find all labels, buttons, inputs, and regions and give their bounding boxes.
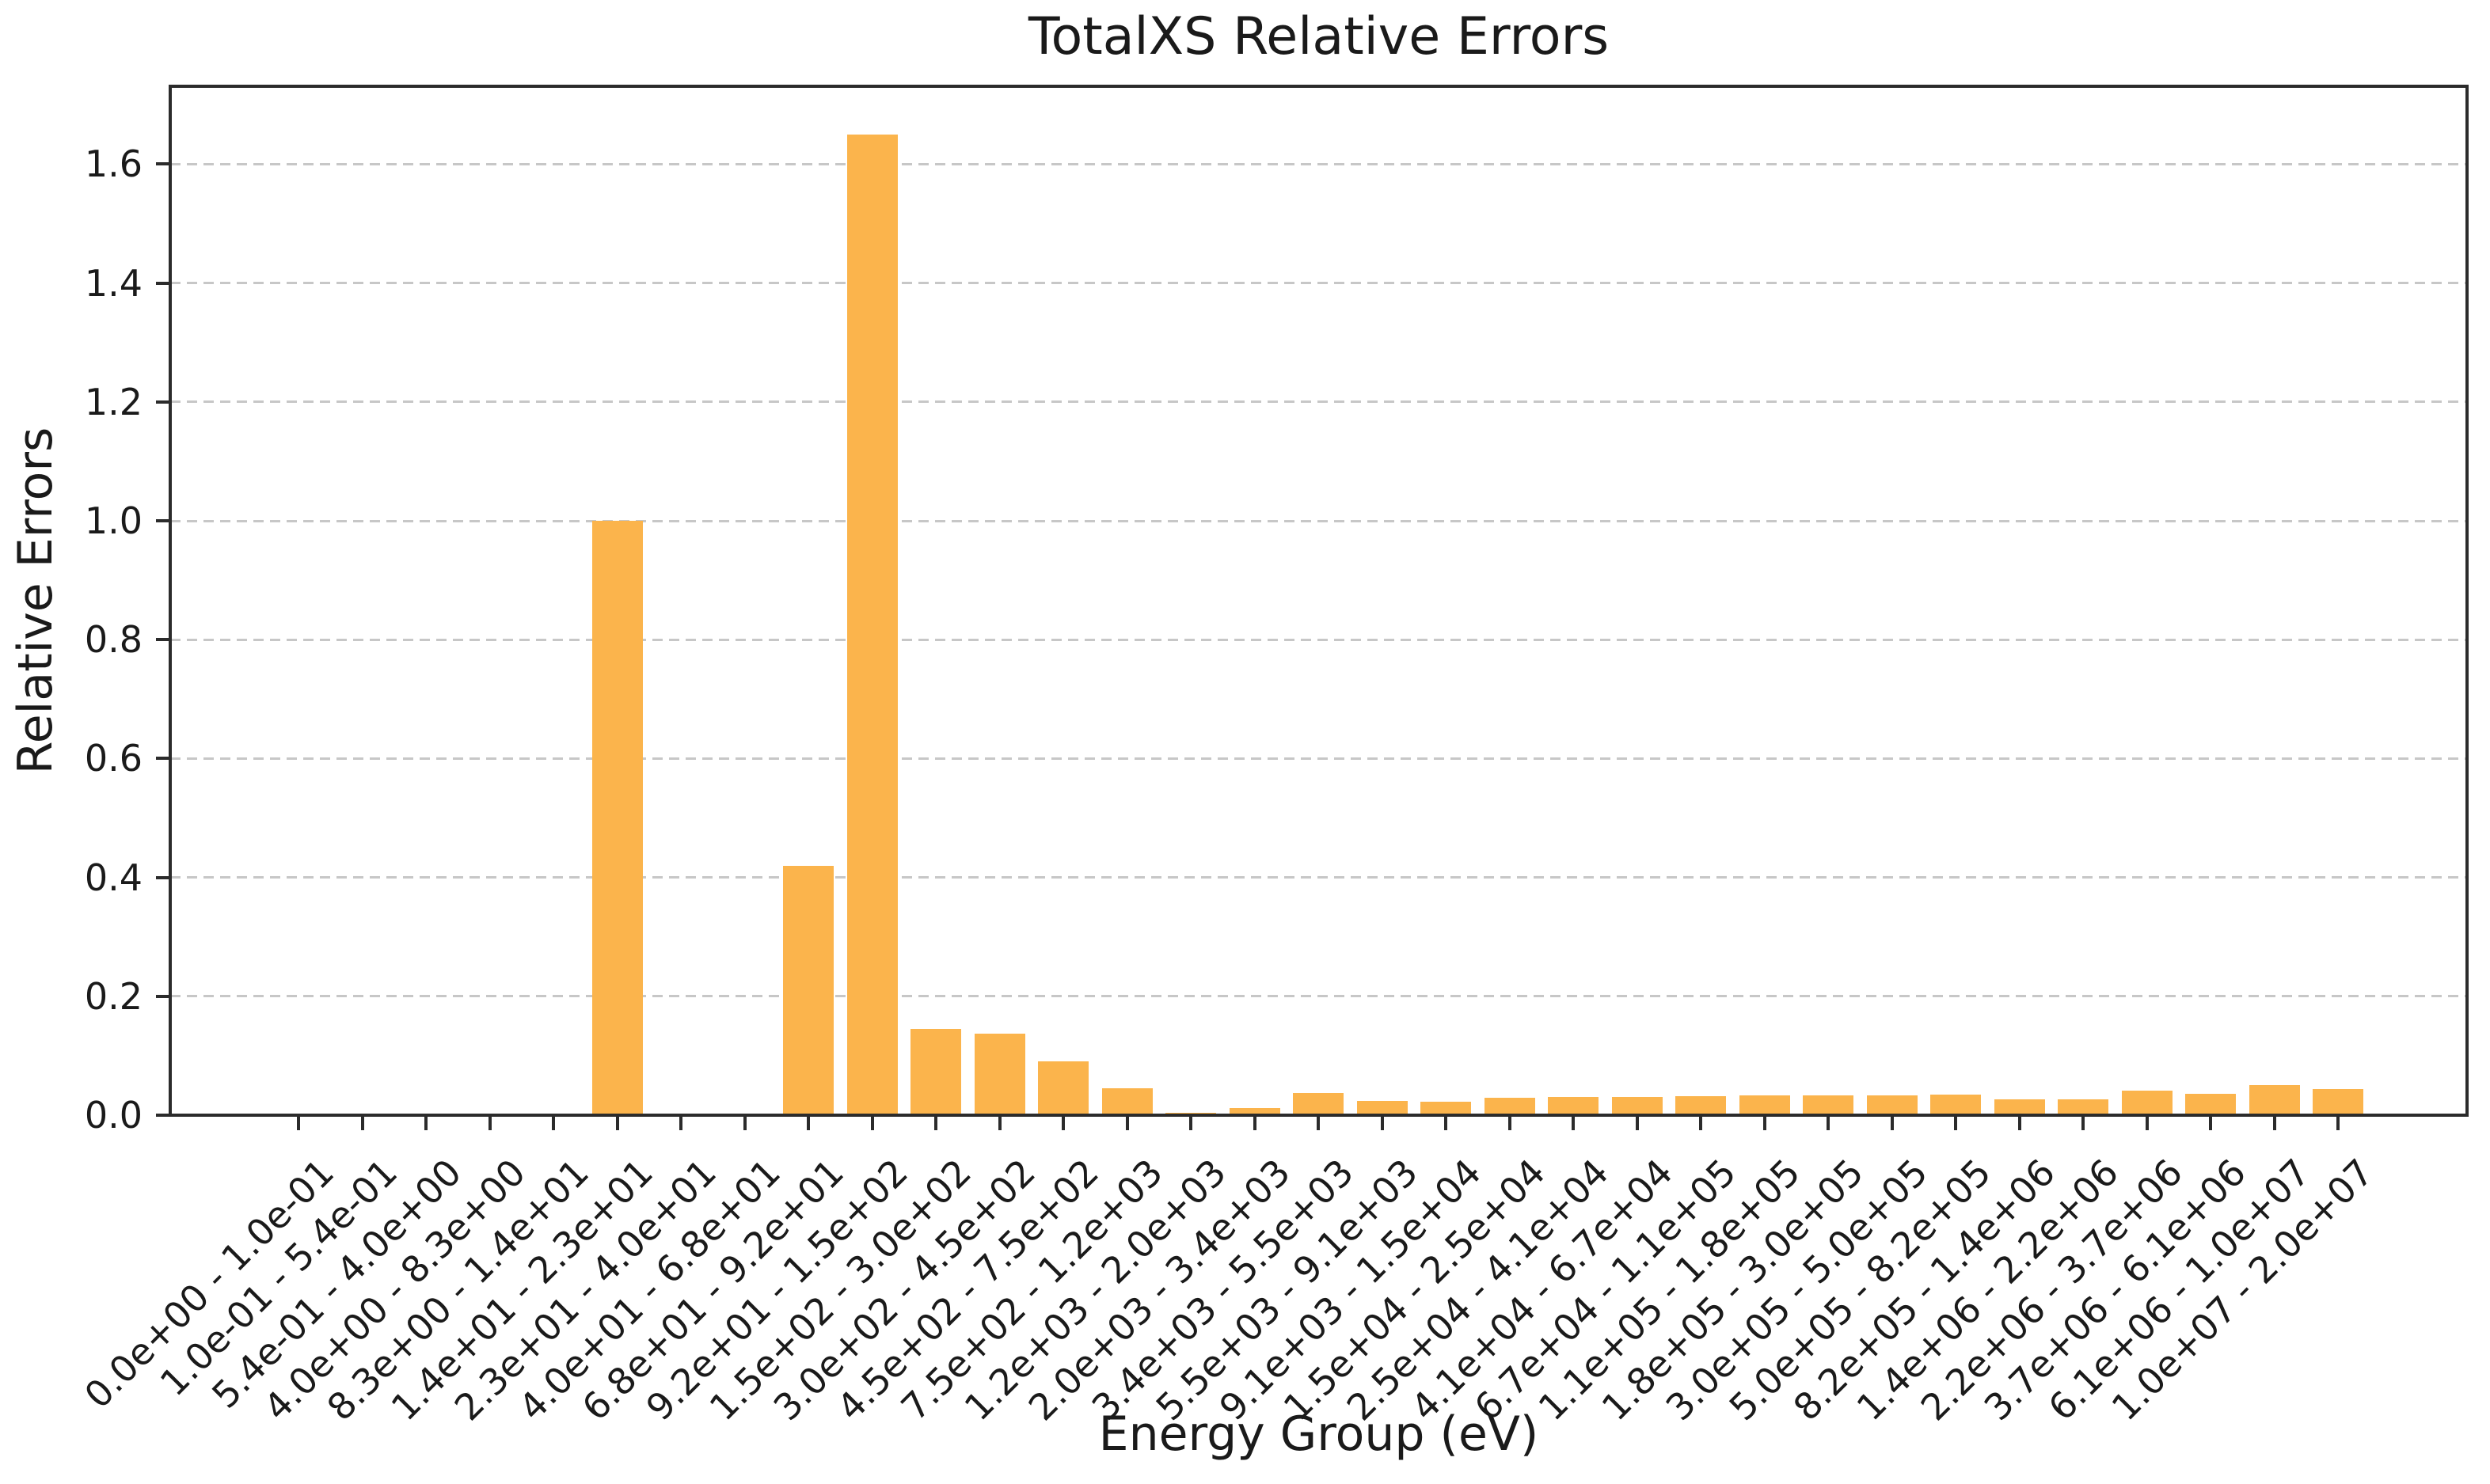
y-tick: [156, 519, 170, 522]
gridline: [170, 400, 2467, 404]
x-tick: [1189, 1117, 1192, 1130]
y-axis-label: Relative Errors: [8, 427, 63, 775]
bar: [783, 865, 834, 1115]
bar: [1739, 1095, 1790, 1115]
y-tick-label: 0.8: [84, 618, 143, 662]
y-tick: [156, 400, 170, 404]
bar: [1675, 1095, 1726, 1115]
x-tick: [2017, 1117, 2021, 1130]
x-tick: [488, 1117, 492, 1130]
y-tick: [156, 638, 170, 642]
gridline: [170, 876, 2467, 879]
bar: [1420, 1101, 1471, 1115]
y-tick-label: 0.4: [84, 856, 143, 899]
y-tick: [156, 994, 170, 998]
x-tick: [1699, 1117, 1702, 1130]
y-tick: [156, 757, 170, 761]
bar: [591, 521, 643, 1115]
y-tick: [156, 281, 170, 285]
y-tick-label: 0.0: [84, 1094, 143, 1137]
bar: [1101, 1088, 1153, 1115]
bar: [910, 1029, 961, 1115]
bar: [1229, 1107, 1280, 1115]
bar: [2185, 1093, 2236, 1115]
x-tick: [297, 1117, 300, 1130]
x-tick: [360, 1117, 364, 1130]
x-tick: [1635, 1117, 1639, 1130]
x-tick: [552, 1117, 555, 1130]
x-tick: [1890, 1117, 1894, 1130]
x-tick: [1572, 1117, 1575, 1130]
bar: [1930, 1095, 1981, 1115]
x-tick: [615, 1117, 619, 1130]
y-tick-label: 1.6: [84, 142, 143, 186]
bar: [1866, 1095, 1918, 1115]
x-axis-label: Energy Group (eV): [1098, 1406, 1539, 1462]
x-tick: [1317, 1117, 1320, 1130]
bar: [1803, 1095, 1853, 1115]
bottom-spine: [169, 1114, 2469, 1117]
bar: [1038, 1061, 1089, 1115]
x-tick: [1954, 1117, 1957, 1130]
y-tick-label: 1.2: [84, 380, 143, 423]
x-tick: [870, 1117, 874, 1130]
x-tick: [2145, 1117, 2149, 1130]
x-tick: [1444, 1117, 1447, 1130]
bar: [1994, 1099, 2045, 1115]
bar: [974, 1034, 1025, 1115]
x-tick: [1380, 1117, 1384, 1130]
bar: [1484, 1098, 1535, 1115]
x-tick: [2081, 1117, 2085, 1130]
top-spine: [169, 85, 2469, 88]
bar: [846, 134, 898, 1115]
plot-area: [170, 86, 2467, 1115]
x-tick: [679, 1117, 682, 1130]
gridline: [170, 638, 2467, 641]
x-tick: [1253, 1117, 1256, 1130]
gridline: [170, 519, 2467, 522]
y-tick-label: 0.6: [84, 737, 143, 780]
bar: [2249, 1084, 2300, 1115]
x-tick: [1762, 1117, 1766, 1130]
x-tick: [1507, 1117, 1511, 1130]
x-tick: [1827, 1117, 1830, 1130]
bar: [1611, 1096, 1663, 1115]
y-tick: [156, 162, 170, 166]
x-tick: [743, 1117, 747, 1130]
chart-title: TotalXS Relative Errors: [1028, 7, 1610, 66]
bar: [1293, 1093, 1344, 1115]
y-tick-label: 1.4: [84, 261, 143, 305]
right-spine: [2465, 85, 2469, 1117]
y-tick: [156, 1114, 170, 1117]
x-tick: [807, 1117, 810, 1130]
gridline: [170, 757, 2467, 760]
x-tick: [1125, 1117, 1129, 1130]
x-tick: [1062, 1117, 1065, 1130]
gridline: [170, 282, 2467, 285]
x-tick: [2336, 1117, 2340, 1130]
left-spine: [169, 85, 172, 1117]
x-tick: [934, 1117, 937, 1130]
y-tick-label: 0.2: [84, 974, 143, 1018]
x-tick: [424, 1117, 428, 1130]
y-tick: [156, 875, 170, 879]
x-tick: [2272, 1117, 2276, 1130]
bar: [2121, 1091, 2173, 1115]
gridline: [170, 995, 2467, 998]
x-tick: [998, 1117, 1002, 1130]
x-tick: [2209, 1117, 2212, 1130]
bar: [1356, 1100, 1408, 1115]
bar: [2058, 1099, 2108, 1115]
y-tick-label: 1.0: [84, 499, 143, 542]
bar: [2313, 1088, 2363, 1115]
bar: [1548, 1097, 1599, 1115]
gridline: [170, 162, 2467, 165]
